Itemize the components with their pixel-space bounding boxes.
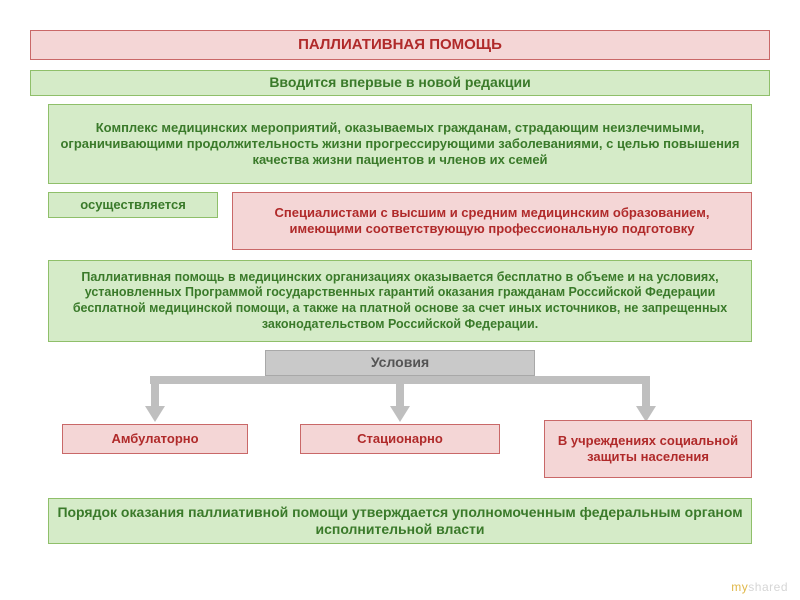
watermark-rest: shared [748, 580, 788, 594]
carried-out-label: осуществляется [48, 192, 218, 218]
free-text-box: Паллиативная помощь в медицинских органи… [48, 260, 752, 342]
carried-out-text: осуществляется [80, 197, 186, 213]
conditions-box: Условия [265, 350, 535, 376]
title-text: ПАЛЛИАТИВНАЯ ПОМОЩЬ [298, 36, 502, 55]
option-social: В учреждениях социальной защиты населени… [544, 420, 752, 478]
option-inpatient: Стационарно [300, 424, 500, 454]
definition-box: Комплекс медицинских мероприятий, оказыв… [48, 104, 752, 184]
subtitle-box: Вводится впервые в новой редакции [30, 70, 770, 96]
option-inpatient-text: Стационарно [357, 431, 443, 447]
option-social-text: В учреждениях социальной защиты населени… [553, 433, 743, 466]
watermark-prefix: my [731, 580, 748, 594]
specialists-text: Специалистами с высшим и средним медицин… [241, 205, 743, 238]
order-text: Порядок оказания паллиативной помощи утв… [57, 504, 743, 539]
watermark: myshared [731, 580, 788, 594]
specialists-box: Специалистами с высшим и средним медицин… [232, 192, 752, 250]
definition-text: Комплекс медицинских мероприятий, оказыв… [57, 120, 743, 169]
option-ambulatory: Амбулаторно [62, 424, 248, 454]
subtitle-text: Вводится впервые в новой редакции [269, 74, 530, 92]
free-text: Паллиативная помощь в медицинских органи… [57, 270, 743, 333]
conditions-text: Условия [371, 354, 429, 372]
title-box: ПАЛЛИАТИВНАЯ ПОМОЩЬ [30, 30, 770, 60]
order-box: Порядок оказания паллиативной помощи утв… [48, 498, 752, 544]
option-ambulatory-text: Амбулаторно [111, 431, 198, 447]
